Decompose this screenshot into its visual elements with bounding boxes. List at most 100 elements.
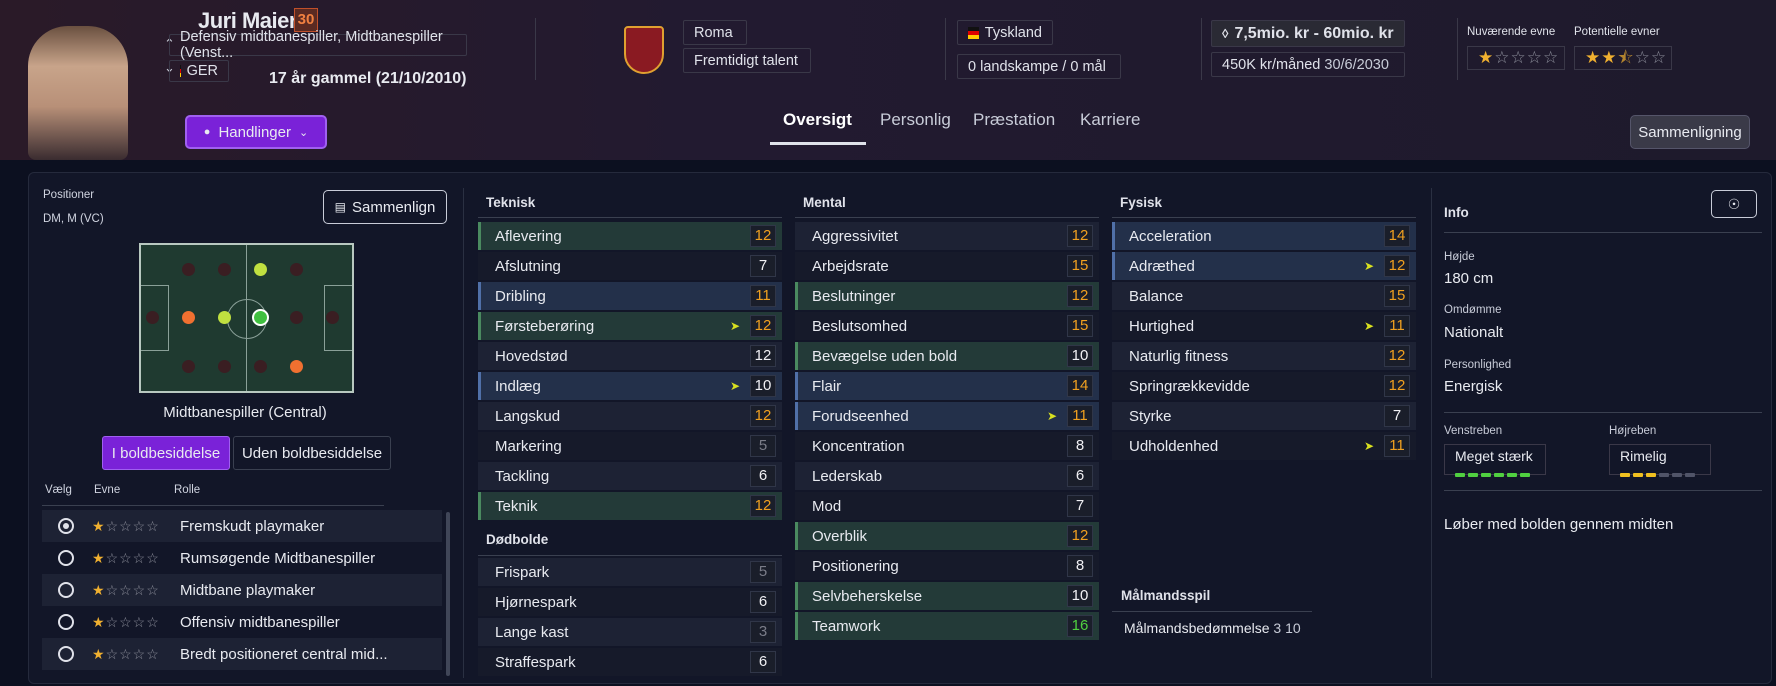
pitch-position-dot[interactable] [254, 263, 267, 276]
divider [795, 217, 1099, 218]
comparison-button[interactable]: Sammenligning [1630, 115, 1750, 149]
out-of-possession-toggle[interactable]: Uden boldbesiddelse [233, 436, 391, 470]
pitch-position-dot[interactable] [218, 360, 231, 373]
attribute-row[interactable]: Langskud 12 [478, 402, 782, 430]
radio-selected[interactable] [58, 518, 74, 534]
left-foot-value: Meget stærk [1455, 448, 1533, 464]
price-tag-icon: ◊ [1222, 26, 1229, 41]
attribute-row[interactable]: Beslutninger 12 [795, 282, 1099, 310]
radio[interactable] [58, 614, 74, 630]
attribute-row[interactable]: Acceleration 14 [1112, 222, 1416, 250]
radio[interactable] [58, 550, 74, 566]
pitch-position-dot[interactable] [290, 263, 303, 276]
active-tab-indicator [770, 142, 866, 145]
attribute-row[interactable]: Naturlig fitness 12 [1112, 342, 1416, 370]
attribute-row[interactable]: Hovedstød 12 [478, 342, 782, 370]
attribute-row[interactable]: Dribling 11 [478, 282, 782, 310]
tab-personal[interactable]: Personlig [880, 110, 951, 129]
attribute-row[interactable]: Forudseenhed ➤ 11 [795, 402, 1099, 430]
attribute-row[interactable]: Lange kast 3 [478, 618, 782, 646]
list-item[interactable]: ★☆☆☆☆ Bredt positioneret central mid... [42, 638, 442, 670]
attribute-row[interactable]: Positionering 8 [795, 552, 1099, 580]
positions-value: DM, M (VC) [43, 213, 104, 225]
tab-overview[interactable]: Oversigt [783, 110, 852, 129]
in-possession-toggle[interactable]: I boldbesiddelse [102, 436, 230, 470]
attribute-name: Aggressivitet [812, 227, 898, 245]
pitch-position-dot[interactable] [218, 263, 231, 276]
list-item[interactable]: ★☆☆☆☆ Fremskudt playmaker [42, 510, 442, 542]
attribute-row[interactable]: Aflevering 12 [478, 222, 782, 250]
role-list-scrollbar[interactable] [446, 512, 450, 676]
profile-icon-button[interactable]: ☉ [1711, 190, 1757, 218]
select-col-header: Vælg [45, 484, 72, 496]
pitch-position-dot[interactable] [290, 311, 303, 324]
nationality: Tyskland [984, 24, 1042, 41]
attribute-row[interactable]: Overblik 12 [795, 522, 1099, 550]
list-item[interactable]: ★☆☆☆☆ Offensiv midtbanespiller [42, 606, 442, 638]
radio[interactable] [58, 646, 74, 662]
attribute-row[interactable]: Balance 15 [1112, 282, 1416, 310]
tab-performance[interactable]: Præstation [973, 110, 1056, 129]
player-avatar [28, 26, 128, 160]
pitch-position-dot[interactable] [326, 311, 339, 324]
attribute-value: 15 [1067, 315, 1093, 337]
attribute-row[interactable]: Selvbeherskelse 10 [795, 582, 1099, 610]
player-position: Defensiv midtbanespiller, Midtbanespille… [169, 29, 467, 61]
nation-chip[interactable]: GER [169, 60, 229, 82]
attribute-name: Forudseenhed [812, 407, 909, 425]
compare-positions-button[interactable]: ▤ Sammenlign [323, 190, 447, 224]
attribute-row[interactable]: Frispark 5 [478, 558, 782, 586]
attribute-row[interactable]: Adræthed ➤ 12 [1112, 252, 1416, 280]
attribute-row[interactable]: Beslutsomhed 15 [795, 312, 1099, 340]
pitch-position-dot[interactable] [218, 311, 231, 324]
attribute-value: 12 [750, 345, 776, 367]
tab-career[interactable]: Karriere [1080, 110, 1141, 129]
attribute-row[interactable]: Teamwork 16 [795, 612, 1099, 640]
attribute-row[interactable]: Springrækkevidde 12 [1112, 372, 1416, 400]
attribute-row[interactable]: Aggressivitet 12 [795, 222, 1099, 250]
attribute-row[interactable]: Hurtighed ➤ 11 [1112, 312, 1416, 340]
radio[interactable] [58, 582, 74, 598]
attribute-value: 10 [750, 375, 776, 397]
positions-label: Positioner [43, 189, 95, 201]
pitch-position-dot[interactable] [254, 360, 267, 373]
attribute-value: 14 [1067, 375, 1093, 397]
club-crest-icon[interactable] [624, 26, 664, 74]
list-item[interactable]: ★☆☆☆☆ Midtbane playmaker [42, 574, 442, 606]
attribute-row[interactable]: Flair 14 [795, 372, 1099, 400]
current-ability-label: Nuværende evne [1467, 26, 1556, 38]
attribute-name: Flair [812, 377, 842, 395]
pitch-position-dot[interactable] [182, 311, 195, 324]
value-text: 7,5mio. kr - 60mio. kr [1234, 24, 1394, 42]
attribute-row[interactable]: Førsteberøring ➤ 12 [478, 312, 782, 340]
attribute-row[interactable]: Mod 7 [795, 492, 1099, 520]
value-range: ◊ 7,5mio. kr - 60mio. kr [1211, 20, 1405, 47]
pitch-position-dot[interactable] [182, 263, 195, 276]
attribute-row[interactable]: Tackling 6 [478, 462, 782, 490]
divider [478, 555, 782, 556]
nationality-chip[interactable]: Tyskland [957, 20, 1053, 45]
list-item[interactable]: ★☆☆☆☆ Rumsøgende Midtbanespiller [42, 542, 442, 574]
divider [535, 18, 536, 80]
attribute-row[interactable]: Udholdenhed ➤ 11 [1112, 432, 1416, 460]
attribute-row[interactable]: Styrke 7 [1112, 402, 1416, 430]
attribute-row[interactable]: Koncentration 8 [795, 432, 1099, 460]
pitch-position-dot[interactable] [146, 311, 159, 324]
attribute-row[interactable]: Teknik 12 [478, 492, 782, 520]
attribute-row[interactable]: Indlæg ➤ 10 [478, 372, 782, 400]
attribute-row[interactable]: Straffespark 6 [478, 648, 782, 676]
attribute-row[interactable]: Arbejdsrate 15 [795, 252, 1099, 280]
attribute-row[interactable]: Bevægelse uden bold 10 [795, 342, 1099, 370]
pitch-position-dot[interactable] [290, 360, 303, 373]
attribute-value: 7 [1067, 495, 1093, 517]
attribute-row[interactable]: Afslutning 7 [478, 252, 782, 280]
player-age: 17 år gammel (21/10/2010) [269, 70, 467, 87]
wage: 450K kr/måned [1222, 56, 1321, 73]
attribute-row[interactable]: Markering 5 [478, 432, 782, 460]
selected-position-dot[interactable] [252, 309, 269, 326]
actions-button[interactable]: ● Handlinger ⌄ [185, 115, 327, 149]
attribute-row[interactable]: Lederskab 6 [795, 462, 1099, 490]
club-name[interactable]: Roma [683, 20, 747, 45]
attribute-row[interactable]: Hjørnespark 6 [478, 588, 782, 616]
pitch-position-dot[interactable] [182, 360, 195, 373]
